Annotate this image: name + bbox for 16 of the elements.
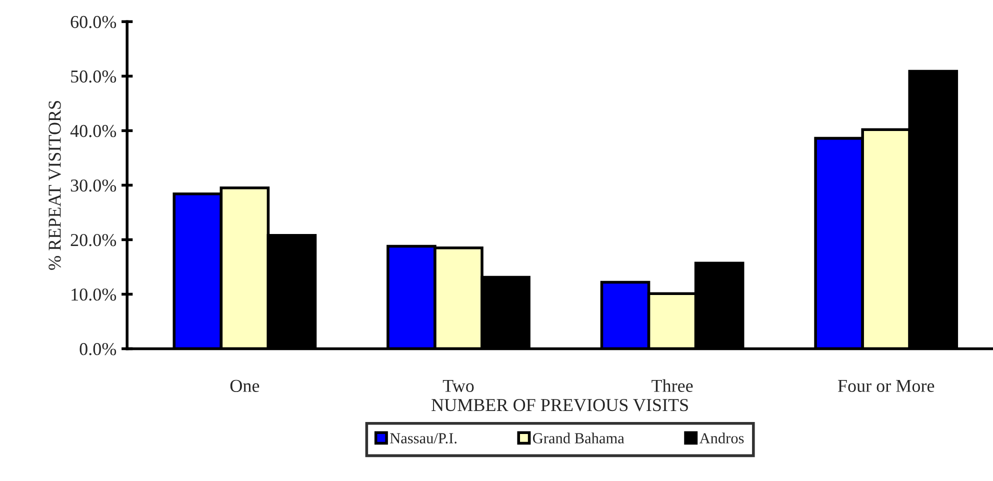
y-tick-label: 30.0% (70, 179, 116, 192)
legend-label: Andros (699, 432, 744, 444)
y-tick-label: 50.0% (71, 70, 116, 83)
y-tick-label: 20.0% (70, 234, 116, 246)
y-tick-label: 0.0% (80, 342, 116, 356)
x-tick-label: Four or More (838, 380, 934, 392)
x-tick-label: One (230, 380, 260, 392)
legend-label: Grand Bahama (532, 432, 624, 444)
legend-label: Nassau/P.I. (390, 433, 456, 444)
x-tick-label: Three (652, 379, 693, 392)
y-tick-label: 10.0% (72, 288, 116, 301)
x-tick-label: Two (442, 380, 474, 392)
y-tick-label: 40.0% (70, 124, 116, 138)
y-axis-title: % REPEAT VISITORS (48, 101, 61, 270)
x-axis-title: NUMBER OF PREVIOUS VISITS (432, 399, 688, 412)
y-tick-label: 60.0% (70, 16, 116, 28)
